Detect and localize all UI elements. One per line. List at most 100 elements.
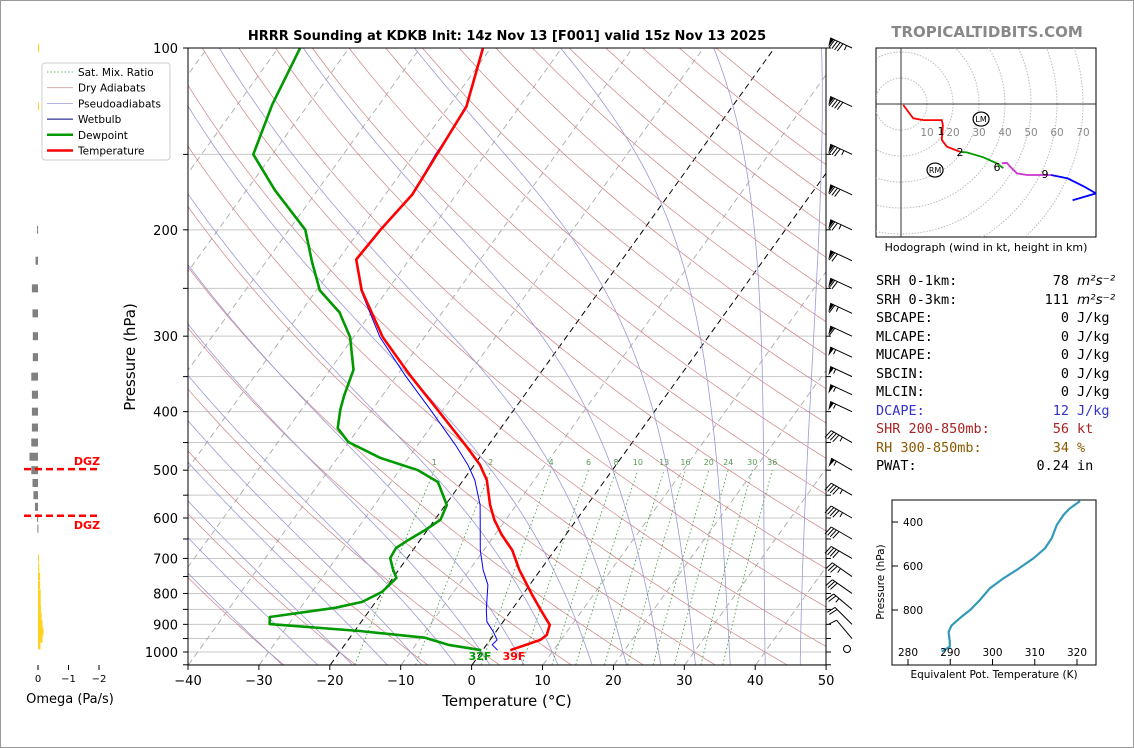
stat-unit: m²s⁻² bbox=[1077, 291, 1116, 308]
omega-bar bbox=[37, 524, 39, 533]
wind-barb-feather bbox=[828, 327, 836, 336]
omega-bar bbox=[38, 612, 42, 621]
legend-label: Temperature bbox=[77, 146, 145, 158]
wind-barb-feather bbox=[828, 186, 836, 195]
x-tick-label: 0 bbox=[467, 674, 475, 689]
wind-barb-feather bbox=[832, 510, 840, 518]
storm-motion-label: LM bbox=[975, 115, 986, 124]
stat-label: PWAT: bbox=[876, 458, 917, 474]
skewt-profiles bbox=[252, 48, 552, 652]
hodograph-segment bbox=[902, 104, 961, 153]
moist-adiabat-line bbox=[218, 48, 627, 665]
dry-adiabat-line bbox=[238, 48, 826, 569]
wind-barb-feather bbox=[827, 507, 835, 515]
stat-unit: J/kg bbox=[1077, 347, 1110, 363]
omega-bar bbox=[32, 309, 38, 318]
stat-label: SRH 0-3km: bbox=[876, 291, 958, 308]
wind-barb-half-feather bbox=[833, 349, 837, 355]
wind-barb-pennant bbox=[828, 37, 834, 47]
omega-bar bbox=[33, 491, 38, 500]
moist-adiabat-line bbox=[188, 374, 457, 665]
x-tick-label: 10 bbox=[534, 674, 551, 689]
stat-label: DCAPE: bbox=[876, 402, 925, 419]
wind-barb-pennant bbox=[828, 184, 834, 194]
wind-barb-pennant bbox=[828, 401, 834, 411]
y-tick-label: 600 bbox=[153, 512, 178, 527]
dry-adiabat-line bbox=[188, 513, 356, 665]
omega-bar bbox=[38, 627, 44, 636]
y-tick-label: 100 bbox=[153, 42, 178, 57]
stat-unit: J/kg bbox=[1077, 402, 1110, 419]
wind-barb-feather bbox=[832, 487, 840, 495]
omega-bar bbox=[31, 372, 38, 381]
dry-adiabat-line bbox=[201, 48, 826, 608]
omega-bar bbox=[38, 597, 41, 606]
theta-e-y-tick-label: 600 bbox=[903, 561, 923, 573]
theta-e-frame bbox=[891, 499, 1097, 666]
wind-barb-feather bbox=[831, 99, 838, 108]
hodograph: 10 20 30 40 50 60 70 12 6 9 LM RM bbox=[875, 47, 1097, 238]
wind-barb-half-feather bbox=[833, 460, 837, 466]
wind-barb-feather bbox=[829, 433, 837, 441]
mixing-ratio-label: 2 bbox=[488, 458, 493, 467]
wind-barb-staff bbox=[834, 607, 853, 625]
y-tick-label: 800 bbox=[153, 587, 178, 602]
legend-label: Dewpoint bbox=[78, 130, 128, 142]
x-tick-label: 50 bbox=[818, 674, 835, 689]
wind-barb-feather bbox=[836, 43, 844, 52]
omega-bar bbox=[31, 438, 38, 447]
wind-barb-feather bbox=[828, 305, 836, 313]
wind-barb-pennant bbox=[828, 384, 834, 394]
mixing-ratio-label: 6 bbox=[586, 458, 591, 467]
dry-adiabat-line bbox=[275, 48, 826, 532]
stat-value: 78 bbox=[1052, 273, 1069, 289]
stat-row: RH 300-850mb: 34% bbox=[876, 439, 1115, 458]
stat-value: 0 bbox=[1060, 328, 1069, 345]
omega-bar bbox=[31, 284, 38, 293]
omega-bar bbox=[38, 581, 41, 590]
omega-x-tick-label: −1 bbox=[61, 674, 76, 685]
theta-e-xlabel: Equivalent Pot. Temperature (K) bbox=[910, 669, 1077, 681]
wind-barb-feather bbox=[825, 593, 834, 600]
dry-adiabat-line bbox=[348, 48, 826, 459]
dry-adiabat-line bbox=[188, 327, 572, 665]
stat-label: SBCIN: bbox=[876, 365, 925, 382]
omega-panel: DGZ DGZ 0 −1 −2 bbox=[24, 44, 106, 685]
skewt-axes-frame bbox=[187, 47, 827, 666]
x-tick-label: 20 bbox=[605, 674, 622, 689]
stat-value: 0 bbox=[1060, 384, 1069, 400]
mixing-ratio-line bbox=[575, 470, 639, 665]
wind-barb-feather bbox=[828, 221, 836, 230]
isotherm-line bbox=[542, 271, 826, 665]
y-tick-label: 700 bbox=[153, 552, 178, 567]
moist-adiabat-line bbox=[188, 264, 525, 665]
mixing-ratio-label: 4 bbox=[549, 458, 554, 467]
wind-barb-half-feather bbox=[835, 598, 840, 603]
wind-barb-feather bbox=[832, 531, 840, 539]
x-tick-label: −30 bbox=[245, 674, 272, 689]
watermark: TROPICALTIDBITS.COM bbox=[891, 23, 1083, 41]
wind-barb-half-feather bbox=[835, 306, 839, 312]
omega-bar bbox=[38, 44, 39, 52]
mixing-ratio-label: 1 bbox=[432, 458, 437, 467]
omega-bar bbox=[38, 605, 42, 614]
wind-barb-feather bbox=[827, 528, 835, 536]
omega-bar bbox=[32, 353, 38, 362]
wind-barb-feather bbox=[825, 579, 833, 587]
theta-e-ylabel: Pressure (hPa) bbox=[875, 544, 887, 619]
wind-barb-feather bbox=[825, 562, 833, 570]
stat-label: MLCIN: bbox=[876, 384, 925, 400]
wind-barb-staff bbox=[830, 37, 853, 49]
theta-e-x-tick-label: 300 bbox=[982, 647, 1002, 659]
y-tick-label: 1000 bbox=[145, 646, 178, 661]
dewpoint-line bbox=[252, 48, 482, 652]
storm-motion-marker bbox=[972, 111, 990, 127]
hodograph-ring-label: 40 bbox=[998, 127, 1011, 139]
hodograph-height-label: 2 bbox=[957, 146, 964, 159]
stat-unit: J/kg bbox=[1077, 310, 1110, 326]
omega-bar bbox=[37, 225, 39, 234]
moist-adiabat-line bbox=[188, 105, 593, 665]
stat-value: 111 bbox=[1044, 291, 1069, 308]
hodograph-ring-label: 60 bbox=[1050, 127, 1063, 139]
